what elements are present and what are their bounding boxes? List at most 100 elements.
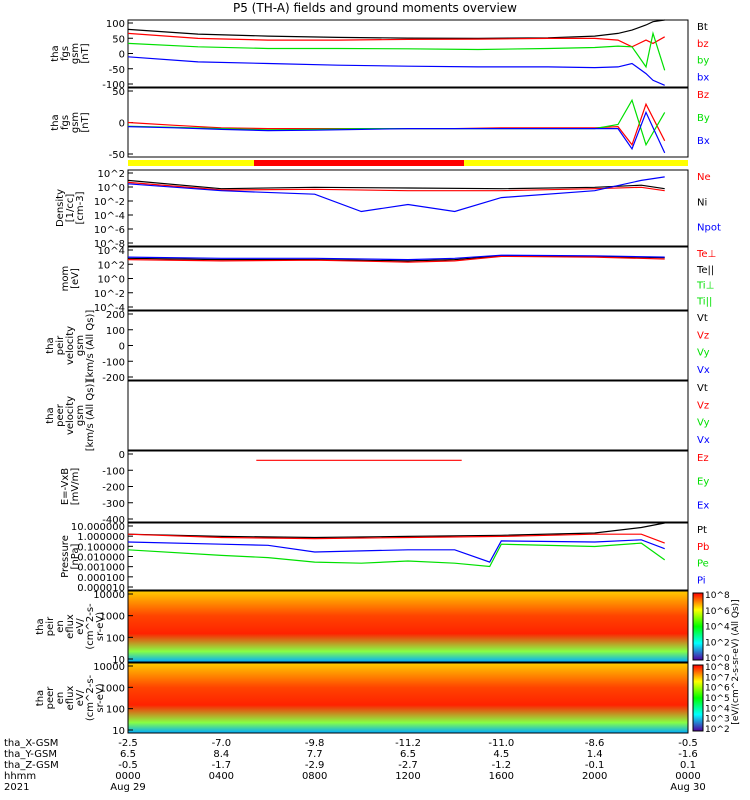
y-axis-label: fgs (60, 115, 71, 130)
y-axis-label: velocity (65, 326, 76, 365)
y-axis-label: eV/ (75, 618, 86, 635)
colorbar-tick: 10^6 (705, 607, 730, 617)
colorbar-tick: 10^8 (705, 591, 730, 601)
y-axis-label: [eV] (70, 268, 81, 289)
mode-bar-yellow-2 (464, 160, 688, 166)
panel-bg-density (128, 170, 688, 246)
y-axis-label: gsm (70, 43, 81, 64)
y-tick-label: -50 (109, 65, 125, 76)
y-tick-label: 0.000100 (77, 573, 125, 584)
colorbar-tick: 10^7 (705, 673, 730, 683)
legend-Pi: Pi (697, 575, 706, 586)
legend-Vz: Vz (697, 330, 709, 341)
y-tick-label: 10^-2 (94, 197, 125, 208)
y-tick-label: 10^-2 (94, 289, 125, 300)
x-row-value: 8.4 (213, 749, 229, 760)
legend-by: by (697, 56, 709, 67)
x-row-label: tha_Y-GSM (4, 749, 57, 760)
y-tick-label: -100 (102, 80, 125, 91)
legend-Te⊥: Te⊥ (696, 249, 716, 260)
y-tick-label: 0.010000 (77, 553, 125, 564)
series-bz (127, 32, 665, 48)
y-tick-label: 1000 (100, 683, 125, 694)
panel-bg-pressure (128, 523, 688, 590)
y-axis-label: gsm (75, 405, 86, 426)
y-axis-label: [nT] (80, 112, 91, 132)
legend-bx: bx (697, 72, 709, 83)
x-date-end: Aug 30 (670, 782, 705, 793)
x-row-value: 4.5 (493, 749, 509, 760)
colorbar-tick: 10^0 (705, 654, 730, 664)
y-tick-label: -300 (102, 499, 125, 510)
y-tick-label: -400 (102, 515, 125, 526)
x-row-label: tha_X-GSM (4, 738, 58, 749)
series-Ti|| (127, 254, 665, 261)
x-row-value: -1.2 (492, 760, 512, 771)
x-row-value: 0400 (209, 771, 234, 782)
y-axis-label: [1/cc] (65, 194, 76, 223)
y-tick-label: 10 (112, 726, 125, 737)
series-Npot (127, 176, 665, 213)
series-Pe (127, 542, 666, 568)
chart-title: P5 (TH-A) fields and ground moments over… (233, 1, 517, 15)
y-axis-label: [cm-3] (75, 191, 86, 224)
y-axis-label: fgs (60, 46, 71, 61)
y-tick-label: -200 (102, 483, 125, 494)
y-axis-label: [km/s (All Qs)] (85, 380, 96, 452)
x-row-value: 6.5 (400, 749, 416, 760)
y-tick-label: 1000 (100, 612, 125, 623)
y-axis-label: [nPa] (70, 543, 81, 569)
mode-bar-red (254, 160, 464, 166)
y-tick-label: 50 (112, 34, 125, 45)
legend-Vt: Vt (697, 313, 708, 324)
panel-frame-peir_eflux (127, 590, 689, 663)
colorbar-tick: 10^3 (705, 715, 730, 725)
x-row-value: 7.7 (307, 749, 323, 760)
y-tick-label: 10^-8 (94, 239, 125, 250)
y-tick-label: 10^2 (98, 169, 125, 180)
y-tick-label: 1.000000 (77, 532, 125, 543)
y-tick-label: 10^0 (98, 275, 125, 286)
y-axis-label: Density (55, 189, 66, 227)
y-axis-label: (cm^2-s- (85, 603, 96, 650)
x-row-value: -0.5 (678, 738, 698, 749)
x-row-value: -11.2 (395, 738, 421, 749)
legend-Pb: Pb (697, 542, 709, 553)
y-tick-label: 0.001000 (77, 563, 125, 574)
x-row-value: 0000 (115, 771, 140, 782)
y-axis-label: (cm^2-s- (85, 674, 96, 721)
series-bx (127, 56, 665, 86)
y-tick-label: 0.100000 (77, 542, 125, 553)
x-row-value: 1600 (489, 771, 514, 782)
legend-Vz: Vz (697, 400, 709, 411)
y-axis-label: sr-eV) (95, 683, 106, 712)
series-Pi (127, 539, 665, 563)
spectrogram-peir_eflux (128, 591, 688, 662)
y-axis-label: gsm (70, 112, 81, 133)
x-row-value: 0000 (675, 771, 700, 782)
colorbar-tick: 10^8 (705, 663, 730, 673)
y-tick-label: 10^-4 (94, 303, 125, 314)
colorbar-tick: 10^5 (705, 694, 730, 704)
y-axis-label: tha (50, 45, 61, 61)
y-tick-label: 100 (106, 326, 125, 337)
colorbar-peer_eflux (692, 664, 704, 732)
x-row-value: 0.1 (680, 760, 696, 771)
legend-Ti⊥: Ti⊥ (696, 281, 714, 292)
legend-Ez: Ez (697, 453, 709, 464)
legend-By: By (697, 113, 710, 124)
y-axis-label: tha (45, 407, 56, 423)
y-axis-label: peer (45, 686, 56, 710)
y-tick-label: 10000 (93, 662, 125, 673)
legend-Vy: Vy (697, 418, 710, 429)
x-row-value: 0800 (302, 771, 327, 782)
y-axis-label: en (55, 620, 66, 633)
y-axis-label: mom (60, 266, 71, 292)
y-axis-label: velocity (65, 396, 76, 435)
legend-Bz: Bz (697, 90, 709, 101)
y-axis-label: Pressure (60, 535, 71, 578)
series-Bx (127, 110, 666, 154)
colorbar-tick: 10^6 (705, 684, 730, 694)
spectrogram-peer_eflux (128, 663, 688, 733)
